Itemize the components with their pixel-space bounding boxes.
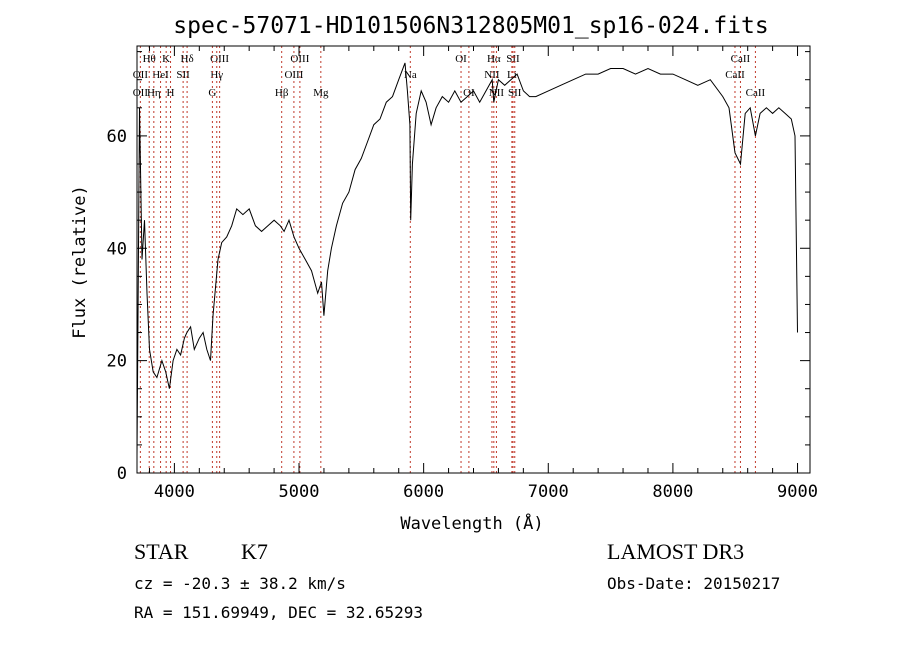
marker-label: Hη xyxy=(147,87,161,99)
marker-label: SII xyxy=(176,69,190,81)
chart-title: spec-57071-HD101506N312805M01_sp16-024.f… xyxy=(173,13,768,39)
x-tick-label: 9000 xyxy=(777,482,818,502)
y-tick-label: 40 xyxy=(107,239,127,259)
marker-label: Hα xyxy=(487,53,501,65)
marker-label: CaII xyxy=(731,53,751,65)
marker-label: Na xyxy=(404,69,417,81)
marker-label: Li xyxy=(507,69,517,81)
x-tick-label: 8000 xyxy=(652,482,693,502)
marker-label: OIII xyxy=(284,69,303,81)
marker-label: CaII xyxy=(725,69,745,81)
y-axis-label: Flux (relative) xyxy=(70,185,90,339)
y-tick-label: 0 xyxy=(117,464,127,484)
marker-label: Mg xyxy=(313,87,329,99)
survey-name: LAMOST DR3 xyxy=(607,539,745,564)
x-tick-label: 4000 xyxy=(154,482,195,502)
marker-label: Hγ xyxy=(210,69,223,81)
marker-label: OIII xyxy=(290,53,309,65)
marker-label: CaII xyxy=(746,87,766,99)
x-tick-label: 6000 xyxy=(403,482,444,502)
marker-label: OI xyxy=(455,53,467,65)
y-tick-label: 20 xyxy=(107,352,127,372)
plot-frame xyxy=(136,45,811,474)
marker-label: SII xyxy=(506,53,520,65)
coordinates: RA = 151.69949, DEC = 32.65293 xyxy=(134,603,423,622)
marker-label: K xyxy=(162,53,170,65)
y-tick-label: 60 xyxy=(107,127,127,147)
marker-label: Hβ xyxy=(275,87,289,99)
redshift-cz: cz = -20.3 ± 38.2 km/s xyxy=(134,574,346,593)
marker-label: OI xyxy=(463,87,475,99)
marker-label: H xyxy=(167,87,175,99)
marker-label: G xyxy=(208,87,216,99)
marker-label: OIII xyxy=(210,53,229,65)
x-tick-label: 7000 xyxy=(528,482,569,502)
axis-ticks: 4000 5000 6000 7000 8000 9000 0 20 40 60 xyxy=(107,46,818,502)
spectrum-line xyxy=(136,62,798,457)
marker-label: OII xyxy=(133,69,149,81)
object-class: STAR xyxy=(134,539,189,564)
marker-label: Hθ xyxy=(143,53,156,65)
marker-label: Hδ xyxy=(181,53,194,65)
marker-label: HeI xyxy=(152,69,169,81)
x-tick-label: 5000 xyxy=(279,482,320,502)
subclass: K7 xyxy=(241,539,268,564)
obs-date: Obs-Date: 20150217 xyxy=(607,574,781,593)
x-axis-label: Wavelength (Å) xyxy=(400,512,543,534)
marker-label: SII xyxy=(508,87,522,99)
